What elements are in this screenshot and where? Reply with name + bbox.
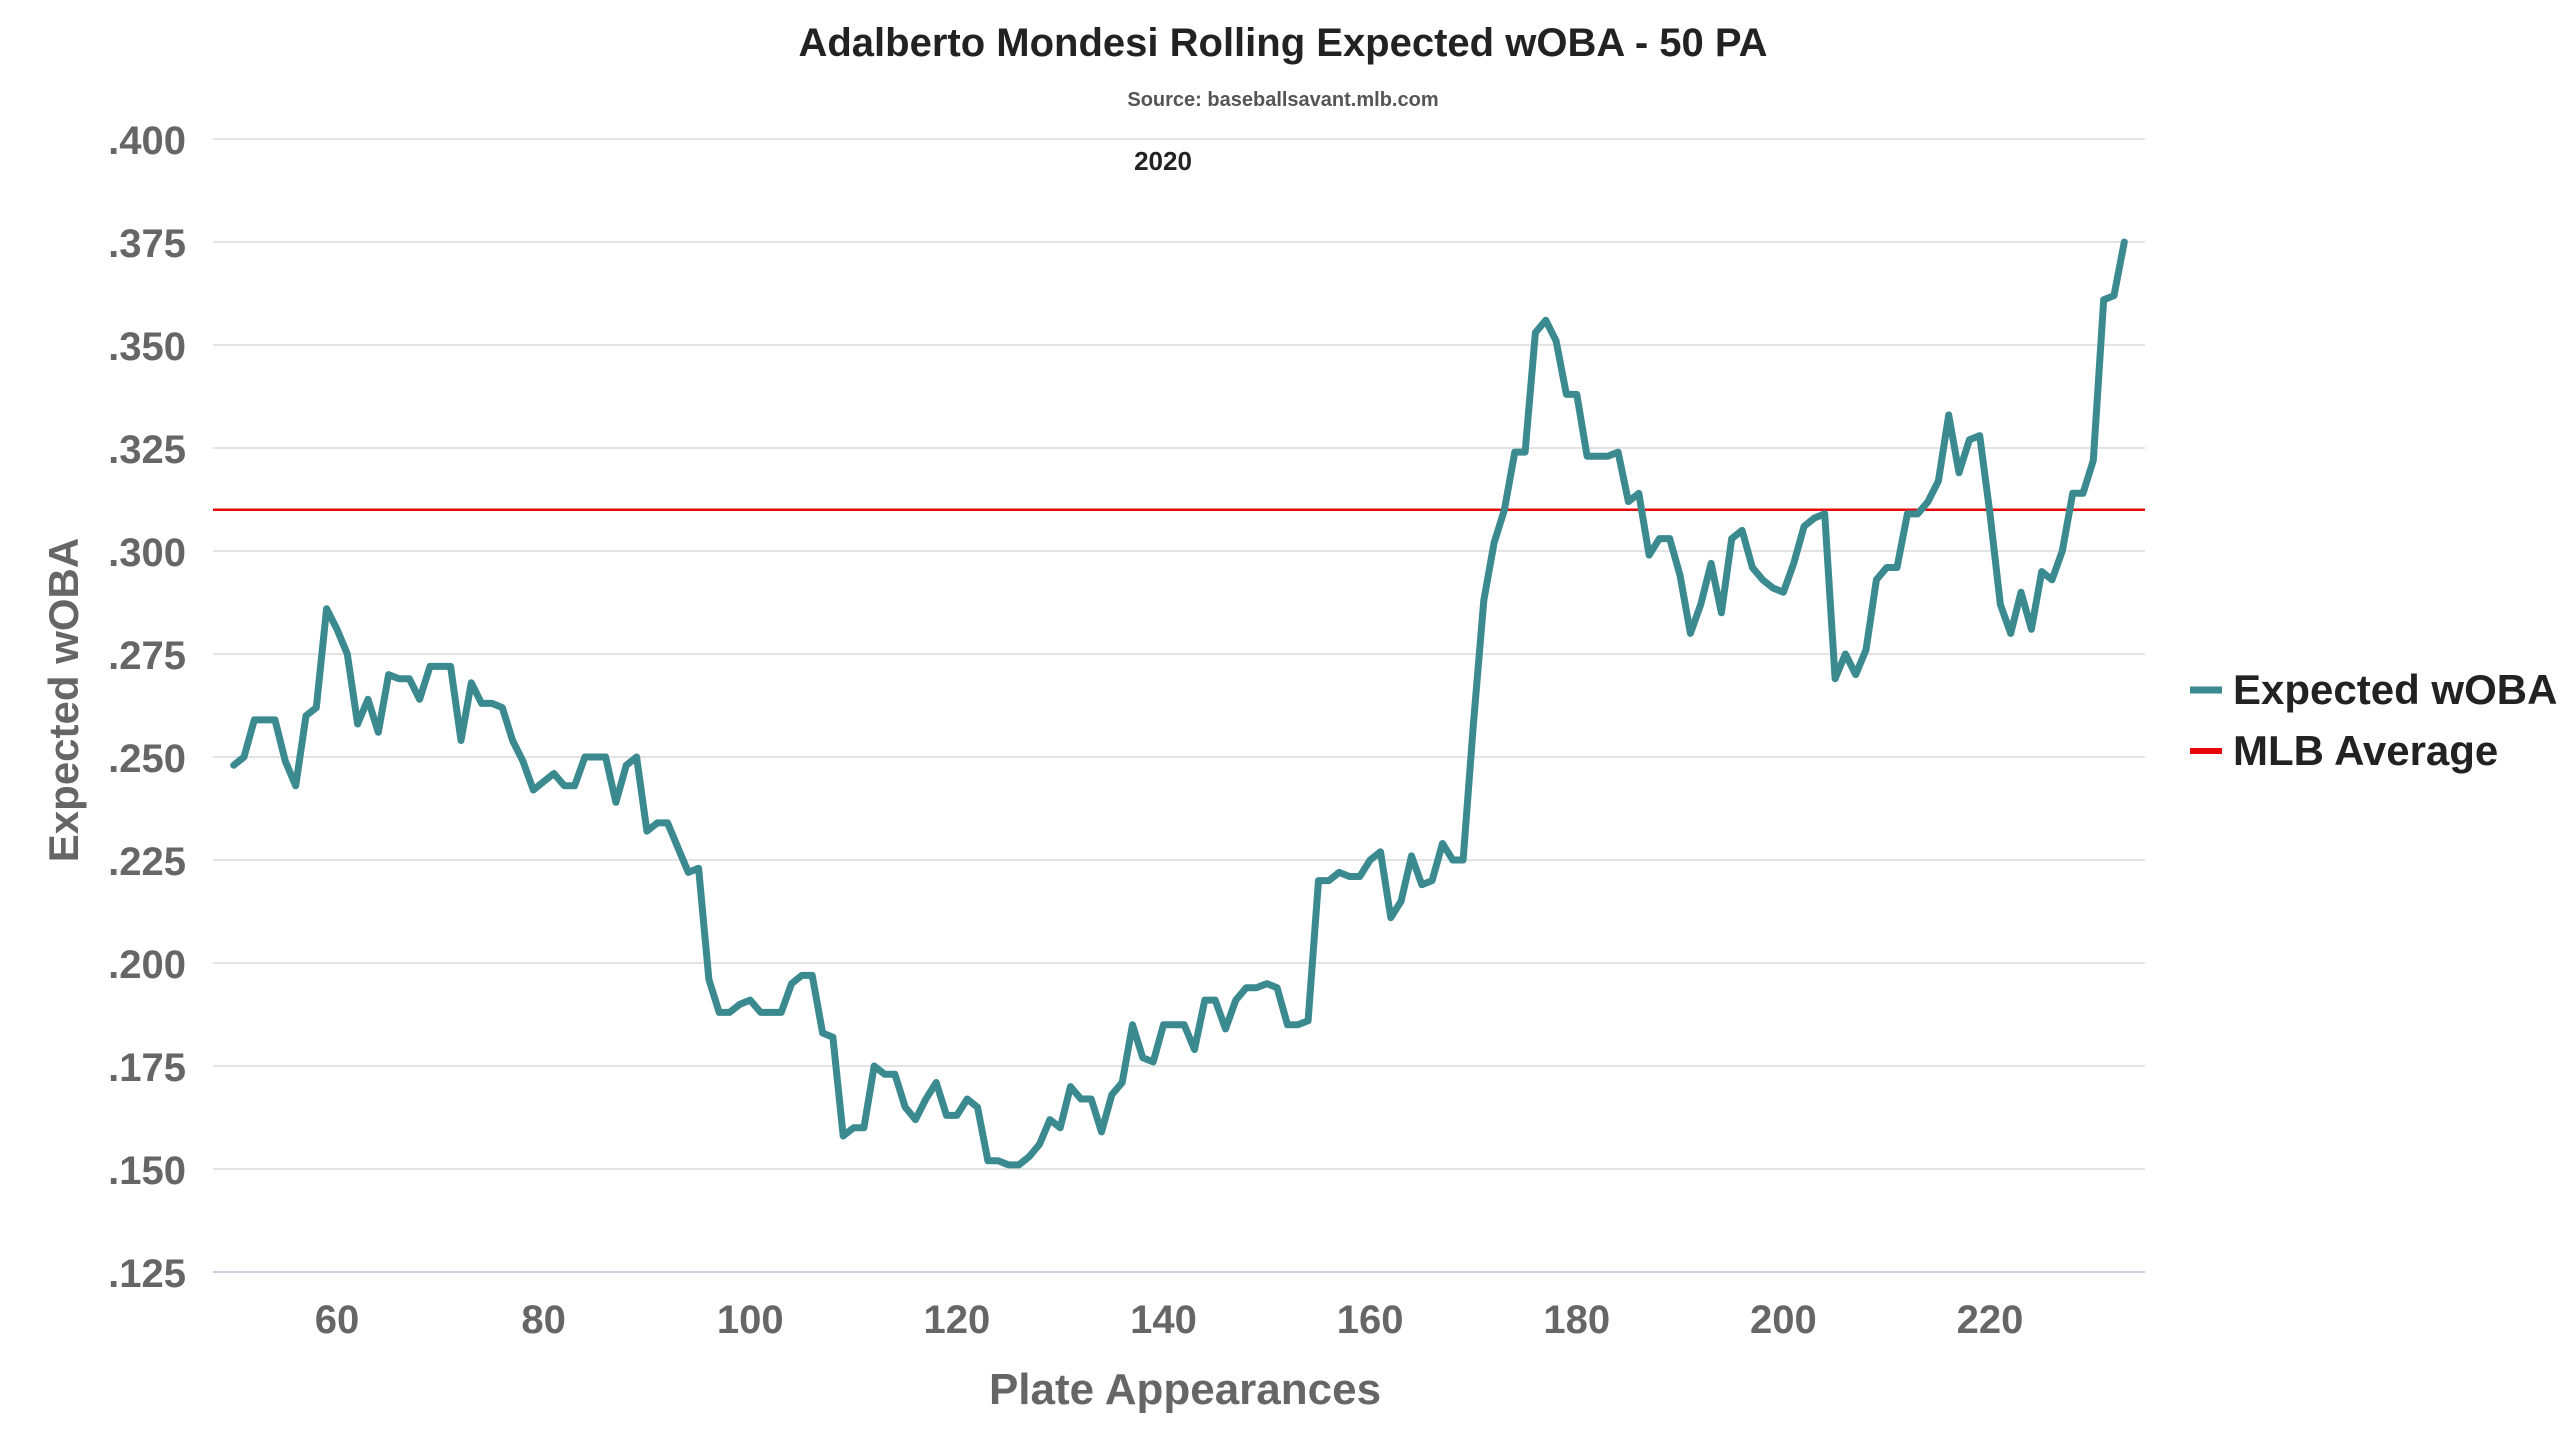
x-tick-label: 80 — [521, 1298, 566, 1342]
x-tick-label: 100 — [717, 1298, 784, 1342]
x-tick-label: 120 — [923, 1298, 990, 1342]
y-tick-label: .400 — [108, 119, 186, 163]
y-tick-label: .325 — [108, 428, 186, 472]
chart-subtitle: Source: baseballsavant.mlb.com — [1127, 89, 1438, 111]
legend: Expected wOBA MLB Average — [2190, 666, 2557, 774]
y-axis-label: Expected wOBA — [40, 538, 87, 862]
y-axis-ticks: .125 .150 .175 .200 .225 .250 .275 .300 .325 .350… — [108, 119, 186, 1296]
y-tick-label: .225 — [108, 840, 186, 884]
season-annotation: 2020 — [1134, 146, 1192, 176]
y-tick-label: .125 — [108, 1252, 186, 1296]
x-tick-label: 180 — [1543, 1298, 1610, 1342]
x-tick-label: 160 — [1337, 1298, 1404, 1342]
x-axis-ticks: 60 80 100 120 140 160 180 200 220 — [315, 1298, 2024, 1342]
y-tick-label: .250 — [108, 737, 186, 781]
y-tick-label: .175 — [108, 1046, 186, 1090]
expected-woba-line — [230, 238, 2128, 1169]
gridlines — [213, 138, 2145, 1170]
y-tick-label: .275 — [108, 634, 186, 678]
x-tick-label: 60 — [315, 1298, 360, 1342]
legend-label-expected-woba: Expected wOBA — [2233, 666, 2557, 713]
x-tick-label: 200 — [1750, 1298, 1817, 1342]
y-tick-label: .350 — [108, 325, 186, 369]
x-tick-label: 220 — [1957, 1298, 2024, 1342]
x-axis-label: Plate Appearances — [989, 1365, 1381, 1414]
y-tick-label: .150 — [108, 1149, 186, 1193]
y-tick-label: .200 — [108, 943, 186, 987]
legend-label-mlb-average: MLB Average — [2233, 727, 2498, 774]
y-tick-label: .300 — [108, 531, 186, 575]
x-tick-label: 140 — [1130, 1298, 1197, 1342]
chart-title: Adalberto Mondesi Rolling Expected wOBA … — [798, 21, 1767, 65]
y-tick-label: .375 — [108, 222, 186, 266]
